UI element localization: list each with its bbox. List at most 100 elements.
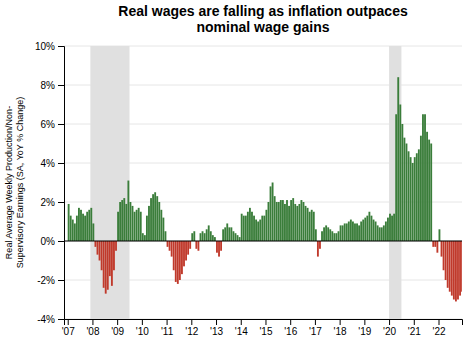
- tick-label: '07: [62, 326, 75, 337]
- bar: [358, 225, 360, 241]
- y-axis-title: Real Average Weekly Production/Non-Super…: [4, 97, 25, 268]
- bar: [263, 216, 265, 241]
- tick-mark: [414, 319, 415, 325]
- bar: [253, 216, 255, 241]
- tick-mark: [117, 319, 118, 325]
- bar: [84, 216, 86, 241]
- tick-label: '20: [383, 326, 396, 337]
- tick-mark: [68, 319, 69, 325]
- tick-label: '11: [161, 326, 174, 337]
- bar: [453, 241, 455, 300]
- x-axis: '07'08'09'10'11'12'13'14'15'16'17'18'19'…: [62, 319, 463, 337]
- tick-label: -2%: [37, 275, 55, 286]
- bar: [235, 233, 237, 241]
- tick-label: 0%: [41, 236, 56, 247]
- tick: 10%: [35, 41, 64, 52]
- tick-label: 10%: [35, 41, 55, 52]
- tick-mark: [167, 319, 168, 325]
- bar: [424, 114, 426, 241]
- bar: [130, 202, 132, 241]
- bar: [329, 229, 331, 241]
- bar: [158, 202, 160, 241]
- bar: [111, 241, 113, 286]
- bar: [173, 241, 175, 270]
- tick: '10: [136, 319, 149, 337]
- bar: [241, 214, 243, 241]
- bar: [319, 241, 321, 249]
- bar: [167, 241, 169, 247]
- bar: [171, 241, 173, 257]
- bar: [430, 144, 432, 242]
- bar: [181, 241, 183, 274]
- bar: [373, 220, 375, 241]
- bar: [270, 186, 272, 241]
- tick: '07: [62, 319, 75, 337]
- tick-label: '17: [309, 326, 322, 337]
- bar: [338, 231, 340, 241]
- tick: '20: [383, 319, 396, 337]
- bar: [70, 216, 72, 241]
- bar: [251, 212, 253, 241]
- tick-mark: [58, 46, 64, 47]
- tick-mark: [191, 319, 192, 325]
- bar: [323, 227, 325, 241]
- tick-mark: [241, 319, 242, 325]
- bar: [154, 192, 156, 241]
- tick: '12: [185, 319, 198, 337]
- bar: [136, 210, 138, 241]
- bar: [399, 105, 401, 242]
- tick-mark: [58, 241, 64, 242]
- bar: [265, 210, 267, 241]
- grid: [64, 46, 462, 319]
- bar: [445, 241, 447, 280]
- bar: [107, 241, 109, 290]
- bar: [127, 181, 129, 241]
- bar: [317, 241, 319, 257]
- bar: [249, 208, 251, 241]
- bar: [346, 223, 348, 241]
- tick-label: '19: [358, 326, 371, 337]
- bar: [140, 212, 142, 241]
- tick-label: '15: [259, 326, 272, 337]
- bar: [230, 227, 232, 241]
- bar: [441, 241, 443, 257]
- bar: [233, 231, 235, 241]
- bar: [292, 198, 294, 241]
- bar: [344, 223, 346, 241]
- bar: [449, 241, 451, 292]
- bar: [451, 241, 453, 296]
- bar: [200, 233, 202, 241]
- bar: [426, 132, 428, 241]
- bar: [377, 225, 379, 241]
- tick: -2%: [37, 275, 64, 286]
- bar: [257, 222, 259, 242]
- tick: '21: [408, 319, 421, 337]
- bar: [121, 200, 123, 241]
- bar: [152, 194, 154, 241]
- bar: [403, 138, 405, 241]
- bar: [278, 202, 280, 241]
- tick-mark: [389, 319, 390, 325]
- bar: [327, 227, 329, 241]
- bars: [68, 77, 462, 301]
- tick-label: '08: [86, 326, 99, 337]
- bar: [457, 241, 459, 300]
- bar: [375, 222, 377, 242]
- bar: [138, 208, 140, 241]
- grid-line: [64, 241, 462, 242]
- bar: [261, 216, 263, 241]
- bar: [439, 229, 441, 241]
- bar: [117, 212, 119, 241]
- tick: 4%: [41, 158, 64, 169]
- bar: [371, 216, 373, 241]
- bar: [420, 136, 422, 241]
- bar: [385, 222, 387, 242]
- bar: [364, 218, 366, 241]
- bar: [97, 241, 99, 255]
- bar: [222, 229, 224, 241]
- bar: [142, 233, 144, 241]
- tick-label: '18: [334, 326, 347, 337]
- bar: [220, 241, 222, 251]
- tick-label: '09: [111, 326, 124, 337]
- tick-label: '22: [432, 326, 445, 337]
